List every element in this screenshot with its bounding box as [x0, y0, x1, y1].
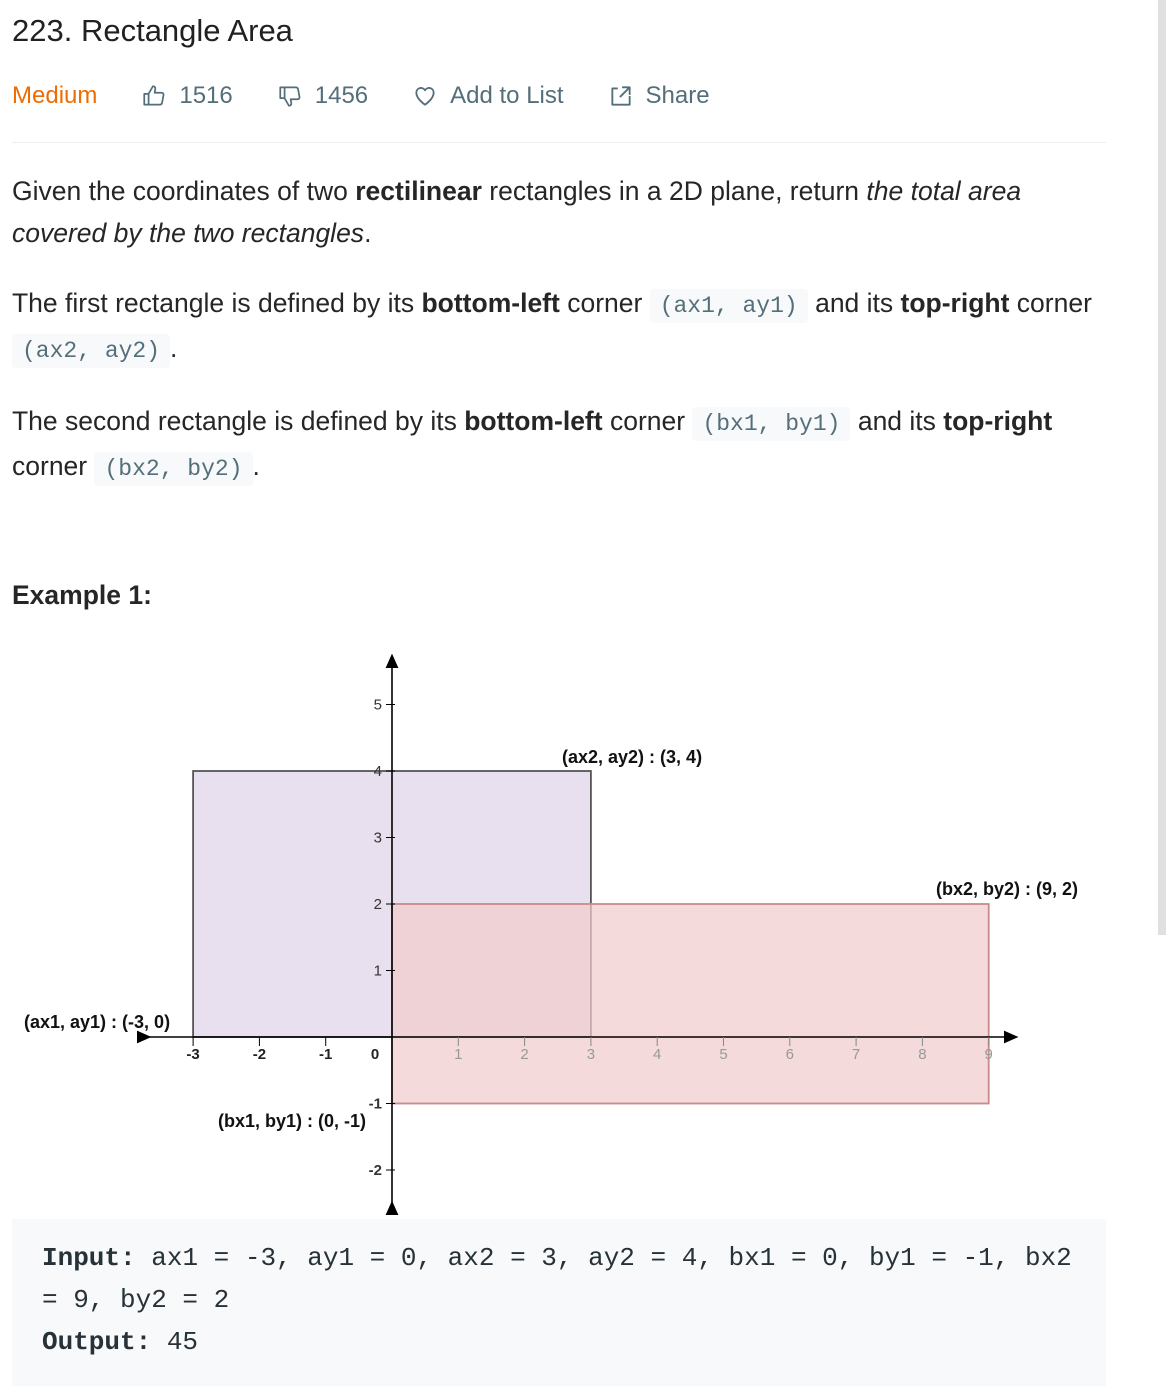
y-tick-label: 3: [374, 830, 382, 847]
heart-icon: [415, 87, 435, 106]
description-paragraph-3: The second rectangle is defined by its b…: [12, 400, 1106, 490]
x-tick-label: 0: [371, 1046, 379, 1063]
description-paragraph-2: The first rectangle is defined by its bo…: [12, 282, 1106, 372]
x-tick-label: -2: [253, 1046, 266, 1063]
y-tick-label: 1: [374, 963, 382, 980]
dislike-count: 1456: [314, 82, 369, 109]
label-ax1-ay1: (ax1, ay1) : (-3, 0): [24, 1012, 170, 1032]
x-tick-label: -3: [186, 1046, 199, 1063]
x-tick-label: -1: [319, 1046, 332, 1063]
x-tick-label: 1: [454, 1046, 462, 1063]
example-input-line: Input: ax1 = -3, ay1 = 0, ax2 = 3, ay2 =…: [42, 1237, 1076, 1321]
example-output-line: Output: 45: [42, 1321, 1076, 1363]
header-divider: [12, 142, 1106, 143]
code-bx2-by2: (bx2, by2): [94, 452, 253, 486]
y-tick-label: -2: [369, 1162, 382, 1179]
label-bx2-by2: (bx2, by2) : (9, 2): [936, 879, 1078, 899]
like-button[interactable]: 1516: [141, 82, 233, 110]
x-tick-label: 3: [587, 1046, 595, 1063]
problem-meta-bar: Medium 1516 1456 Add to List Share: [12, 78, 1106, 114]
description-paragraph-1: Given the coordinates of two rectilinear…: [12, 176, 1022, 248]
x-tick-label: 9: [985, 1046, 993, 1063]
label-ax2-ay2: (ax2, ay2) : (3, 4): [562, 747, 702, 767]
share-icon: [610, 86, 631, 106]
output-value: 45: [166, 1327, 199, 1357]
y-tick-label: 5: [374, 697, 382, 714]
x-tick-label: 5: [719, 1046, 727, 1063]
label-bx1-by1: (bx1, by1) : (0, -1): [218, 1111, 366, 1131]
scrollbar[interactable]: [1158, 0, 1166, 935]
code-ax1-ay1: (ax1, ay1): [649, 289, 808, 323]
dislike-button[interactable]: 1456: [277, 82, 368, 110]
y-tick-label: -1: [369, 1096, 382, 1113]
problem-description: Given the coordinates of two rectilinear…: [12, 170, 1106, 518]
add-to-list-label: Add to List: [450, 82, 564, 109]
x-tick-label: 6: [786, 1046, 794, 1063]
output-label: Output:: [42, 1327, 152, 1357]
like-count: 1516: [179, 82, 233, 109]
input-label: Input:: [42, 1243, 136, 1273]
rectangle-diagram: -3 -2 -1 0 1 2 3 4 5 6 7 8 9 -2 -1 1 2 3 4 5 (ax1, ay1) : (…: [24, 653, 1078, 1215]
rectangle-b: [391, 903, 990, 1105]
x-tick-label: 4: [653, 1046, 661, 1063]
share-label: Share: [645, 82, 710, 109]
page-title: 223. Rectangle Area: [12, 13, 293, 48]
x-tick-label: 7: [852, 1046, 860, 1063]
share-button[interactable]: Share: [608, 82, 710, 110]
x-tick-label: 8: [918, 1046, 926, 1063]
code-bx1-by1: (bx1, by1): [692, 407, 851, 441]
example-io-block: Input: ax1 = -3, ay1 = 0, ax2 = 3, ay2 =…: [12, 1219, 1106, 1386]
input-value: ax1 = -3, ay1 = 0, ax2 = 3, ay2 = 4, bx1…: [42, 1243, 1072, 1315]
y-tick-label: 4: [374, 763, 382, 780]
difficulty-badge: Medium: [12, 82, 98, 109]
example-title: Example 1:: [12, 580, 152, 610]
thumbs-down-icon: [279, 86, 301, 107]
y-tick-label: 2: [374, 896, 382, 913]
code-ax2-ay2: (ax2, ay2): [12, 334, 171, 368]
add-to-list-button[interactable]: Add to List: [412, 82, 564, 110]
thumbs-up-icon: [143, 85, 165, 106]
x-tick-label: 2: [520, 1046, 528, 1063]
